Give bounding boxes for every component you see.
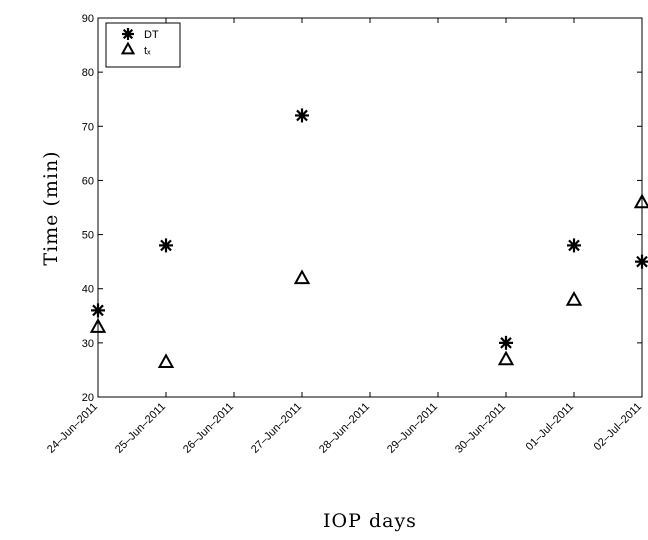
tx-point xyxy=(565,290,583,306)
tx-point xyxy=(89,318,107,333)
x-axis-title: IOP days xyxy=(323,510,417,532)
y-tick-label: 90 xyxy=(82,13,94,25)
x-tick-label: 30–Jun–2011 xyxy=(453,401,508,456)
tx-point xyxy=(157,353,175,369)
x-tick-label: 28–Jun–2011 xyxy=(317,401,372,456)
x-tick-label: 26–Jun–2011 xyxy=(181,401,236,456)
x-tick-label: 27–Jun–2011 xyxy=(249,401,304,456)
y-axis: 20 30 40 50 60 70 80 90 xyxy=(82,13,642,404)
legend-box xyxy=(105,22,181,68)
tx-point xyxy=(293,269,311,285)
tx-point xyxy=(497,350,515,366)
tx-point xyxy=(633,193,648,209)
data-points xyxy=(89,108,648,369)
x-tick-label: 02–Jul–2011 xyxy=(592,401,644,453)
y-tick-label: 20 xyxy=(82,392,94,404)
legend: DT tₓ xyxy=(105,22,181,68)
y-tick-label: 40 xyxy=(82,284,94,296)
y-tick-label: 80 xyxy=(82,67,94,79)
legend-marker-tx xyxy=(120,41,136,55)
y-tick-label: 70 xyxy=(82,121,94,133)
dt-point xyxy=(91,303,105,318)
x-tick-label: 01–Jul–2011 xyxy=(524,401,576,453)
dt-point xyxy=(295,108,309,123)
legend-marker-dt xyxy=(122,28,134,40)
y-tick-label: 30 xyxy=(82,338,94,350)
dt-point xyxy=(635,254,648,269)
x-tick-label: 25–Jun–2011 xyxy=(113,401,168,456)
x-tick-label: 24–Jun–2011 xyxy=(45,401,100,456)
y-tick-label: 60 xyxy=(82,175,94,187)
y-axis-title: Time (min) xyxy=(40,150,62,265)
legend-label: tₓ xyxy=(144,45,151,57)
legend-label: DT xyxy=(144,29,159,41)
dt-point xyxy=(499,335,513,350)
dt-point xyxy=(567,238,581,253)
y-tick-label: 50 xyxy=(82,230,94,242)
x-tick-label: 29–Jun–2011 xyxy=(385,401,440,456)
plot-area xyxy=(97,17,643,398)
dt-point xyxy=(159,238,173,253)
